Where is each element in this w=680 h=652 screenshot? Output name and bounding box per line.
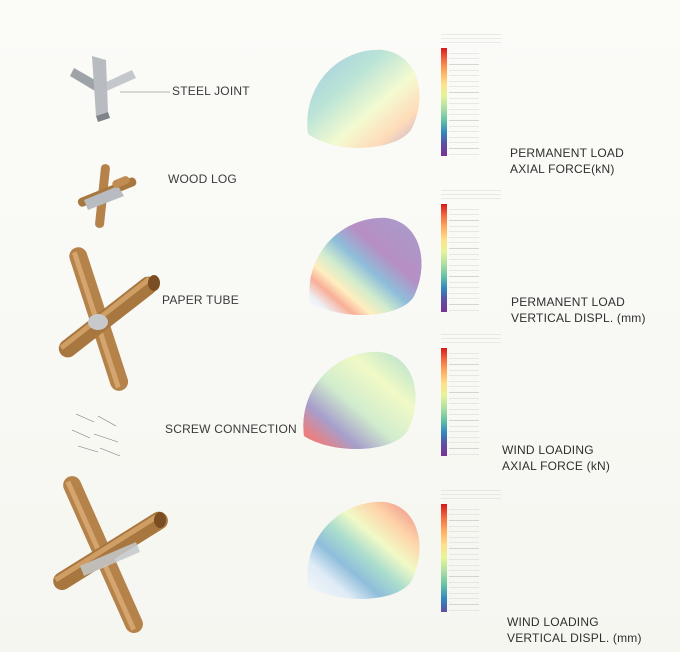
leader-line-steel [120, 91, 170, 93]
legend-color-bar [441, 204, 447, 312]
legend-tick-marks [449, 504, 479, 612]
caption-line-1: PERMANENT LOAD [510, 146, 624, 160]
caption-permanent-displ: PERMANENT LOAD VERTICAL DISPL. (mm) [511, 294, 646, 326]
dome-displ-permanent [309, 217, 422, 315]
caption-line-1: WIND LOADING [502, 443, 594, 457]
caption-wind-displ: WIND LOADING VERTICAL DISPL. (mm) [507, 614, 642, 646]
legend-color-bar [441, 48, 447, 156]
legend-tick-marks [449, 48, 479, 156]
screw-connection-illustration [71, 413, 121, 457]
caption-line-2: AXIAL FORCE (kN) [502, 459, 611, 473]
caption-wind-axial: WIND LOADING AXIAL FORCE (kN) [502, 442, 610, 474]
legend-tick-marks [449, 348, 479, 456]
steel-joint-label: STEEL JOINT [172, 84, 250, 98]
caption-line-1: WIND LOADING [507, 615, 599, 629]
screw-connection-label: SCREW CONNECTION [165, 422, 297, 436]
legend-header-lines [441, 490, 501, 502]
steel-joint-illustration [70, 56, 136, 122]
dome-axial-wind [303, 351, 416, 449]
legend-color-bar [441, 504, 447, 612]
dome-displ-wind [307, 501, 420, 599]
caption-line-2: VERTICAL DISPL. (mm) [511, 311, 646, 325]
wood-log-illustration [77, 164, 137, 228]
paper-tube-label: PAPER TUBE [162, 293, 239, 307]
paper-tube-illustration [58, 247, 160, 391]
wood-log-label: WOOD LOG [168, 172, 237, 186]
legend-color-bar [441, 348, 447, 456]
legend-tick-marks [449, 204, 479, 312]
legend-header-lines [441, 190, 501, 202]
caption-permanent-axial: PERMANENT LOAD AXIAL FORCE(kN) [510, 145, 624, 177]
cross-tube-illustration [53, 476, 168, 633]
legend-header-lines [441, 34, 501, 46]
caption-line-2: AXIAL FORCE(kN) [510, 162, 615, 176]
caption-line-2: VERTICAL DISPL. (mm) [507, 631, 642, 645]
dome-axial-permanent [307, 49, 420, 148]
caption-line-1: PERMANENT LOAD [511, 295, 625, 309]
legend-header-lines [441, 334, 501, 346]
